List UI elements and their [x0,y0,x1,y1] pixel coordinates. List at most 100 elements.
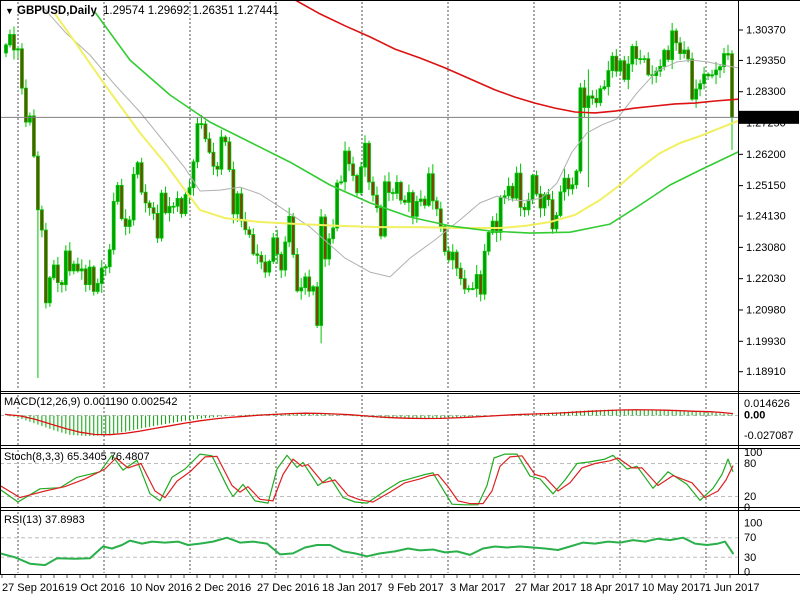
candle-bull [626,63,631,80]
main-chart-pane[interactable] [0,0,738,391]
candle-bull [694,88,698,100]
time-axis-label: 10 Nov 2016 [130,582,192,594]
candle-bear [307,276,312,292]
price-axis[interactable] [738,0,800,575]
candle-bear [566,177,571,190]
candle-bear [179,198,184,215]
candle-bull [71,263,76,272]
candle-bear [223,136,228,143]
candle-bear [614,55,619,72]
price-axis-label: 1.18910 [746,366,786,378]
candle-bear [163,192,168,214]
candle-bear [422,198,427,206]
time-axis-label: 27 Dec 2016 [257,582,319,594]
candle-bull [175,198,180,207]
ma-gray-line [41,5,739,278]
time-axis[interactable] [0,575,800,600]
candle-bull [426,173,431,206]
candle-bull [103,266,108,269]
macd-indicator-label: MACD(12,26,9) 0.001190 0.002542 [4,396,177,408]
candle-bull [183,194,188,215]
candle-bull [47,277,52,304]
candle-bull [714,69,718,76]
candle-bull [718,66,722,71]
candle-bull [558,191,563,216]
candle-bear [67,250,72,272]
candle-bear [259,255,264,263]
candle-bear [582,87,587,108]
pane-borders [0,0,800,575]
price-axis-label: 1.25150 [746,180,786,192]
candle-bear [534,175,539,195]
candle-bull [191,161,196,189]
candle-bull [219,136,224,170]
candle-bear [458,267,463,280]
candle-bear [686,49,691,60]
candle-bear [211,151,216,167]
axes-layer: 1.303701.293501.283001.272501.262001.251… [1,25,799,594]
candle-bull [167,206,172,214]
candle-bear [83,268,88,286]
candle-bear [538,193,543,209]
candle-bull [87,266,92,286]
candle-bear [462,278,467,290]
candle-bear [446,251,451,261]
candle-bear [12,34,16,51]
candle-bear [706,73,710,77]
candle-bull [299,287,304,292]
symbol-dropdown-icon[interactable]: ▼ [5,6,14,16]
chart-title-symbol: GBPUSD,Daily [17,5,97,17]
candle-bull [670,30,675,60]
time-axis-label: 27 Mar 2017 [515,582,577,594]
candle-bear [207,138,212,153]
candle-bear [323,216,328,260]
chart-title-ohlc: 1.29574 1.29692 1.26351 1.27441 [103,5,279,17]
candle-bear [215,165,220,170]
price-axis-label: 1.30370 [746,25,786,37]
candle-bull [359,166,363,194]
rsi-axis-label: 70 [744,532,756,544]
candle-bear [594,97,599,104]
candle-bull [570,184,575,190]
macd-layer [0,409,738,437]
candle-bull [395,181,399,194]
candle-bear [375,194,379,209]
candle-bear [59,282,64,286]
stoch-layer [0,453,738,506]
candle-bear [522,207,527,211]
candle-bull [111,201,116,251]
rsi-axis-label: 30 [744,552,756,564]
candle-bull [486,232,491,252]
candle-bear [403,199,407,203]
candle-bull [131,173,136,221]
candle-bear [155,212,160,239]
price-axis-label: 1.29350 [746,55,786,67]
candle-bear [279,253,284,271]
candle-bull [406,192,411,203]
candle-bear [434,200,439,210]
candle-bear [347,150,351,165]
candle-bull [335,182,339,229]
candle-bull [235,193,240,215]
rsi-pane[interactable] [0,511,738,574]
candle-bull [466,288,471,290]
candle-bull [722,53,726,68]
candle-bear [231,169,236,215]
candle-bull [327,238,332,260]
time-axis-label: 19 Oct 2016 [65,582,125,594]
macd-axis-label: -0.027087 [744,430,794,442]
price-axis-label: 1.19930 [746,336,786,348]
candle-bull [598,88,603,104]
candle-bull [319,216,324,326]
candle-bull [51,264,56,279]
candle-bear [634,45,639,60]
macd-pane[interactable] [0,394,738,446]
candle-bull [311,286,316,292]
candle-bear [295,254,300,292]
price-axis-label: 1.20980 [746,304,786,316]
price-axis-label: 1.23080 [746,242,786,254]
candle-bear [546,194,551,201]
candle-bull [287,215,292,243]
candle-bull [682,49,687,54]
candle-bear [410,192,415,217]
